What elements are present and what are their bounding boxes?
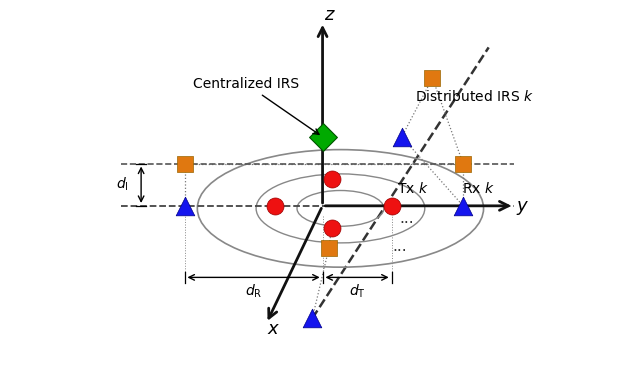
Point (387, 203, 397, 209)
Point (397, 134, 407, 140)
Point (326, 224, 337, 231)
Point (458, 203, 468, 209)
Text: y: y (516, 197, 527, 215)
Point (428, 75, 438, 81)
Text: Rx $k$: Rx $k$ (462, 181, 495, 195)
Point (179, 161, 189, 167)
Text: Centralized IRS: Centralized IRS (193, 77, 319, 134)
Point (270, 203, 280, 209)
Point (326, 176, 337, 182)
Text: x: x (268, 320, 278, 338)
Point (317, 134, 328, 140)
Text: ...: ... (392, 239, 406, 254)
Point (324, 245, 334, 251)
Text: $d_{\mathrm{R}}$: $d_{\mathrm{R}}$ (245, 283, 262, 300)
Text: ...: ... (399, 211, 414, 226)
Point (458, 161, 468, 167)
Text: $d_{\mathrm{T}}$: $d_{\mathrm{T}}$ (349, 283, 365, 300)
Text: Tx $k$: Tx $k$ (397, 181, 428, 195)
Text: $d_{\mathrm{I}}$: $d_{\mathrm{I}}$ (116, 176, 128, 194)
Point (307, 315, 317, 321)
Point (179, 203, 189, 209)
Text: Distributed IRS $k$: Distributed IRS $k$ (415, 89, 534, 104)
Text: z: z (324, 6, 333, 24)
